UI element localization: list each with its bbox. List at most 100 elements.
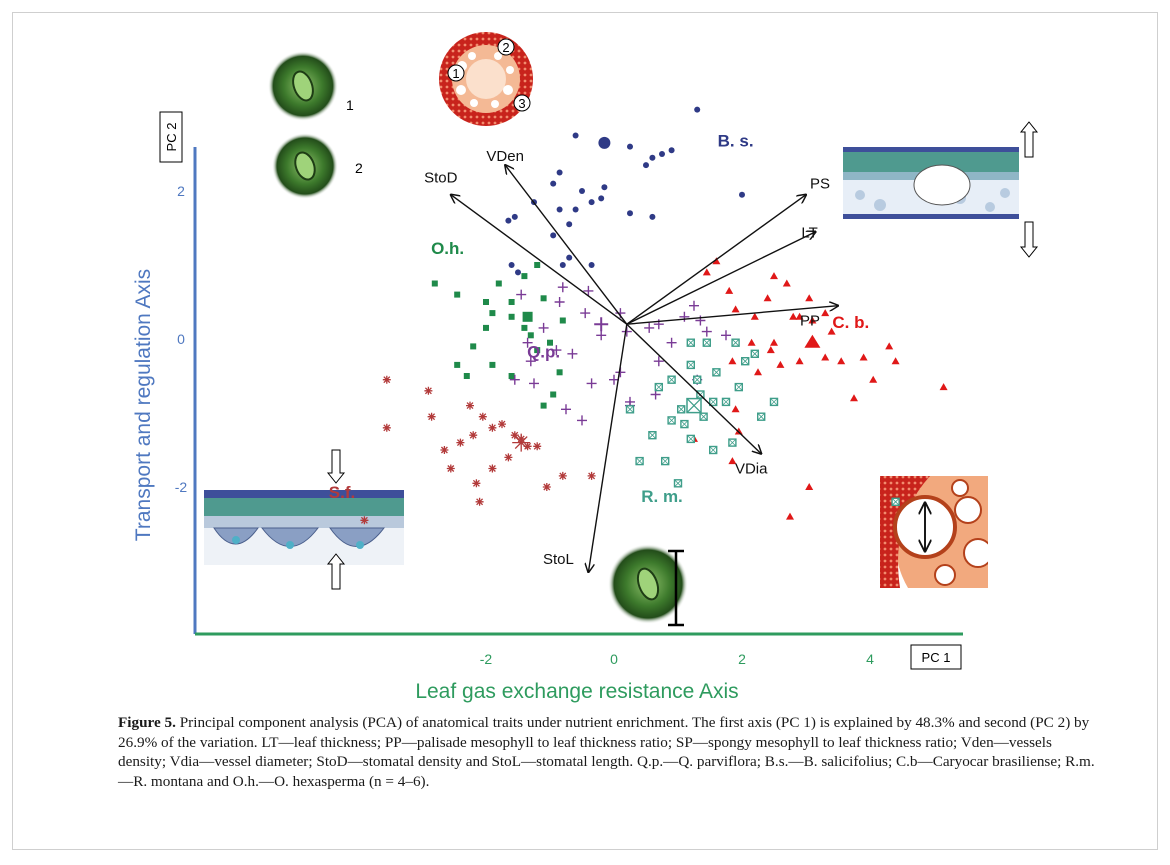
point-c-b (795, 357, 804, 365)
point-q-p (529, 378, 539, 389)
point-c-b (850, 394, 858, 402)
expand-up-arrow-icon (1019, 121, 1039, 158)
point-c-b (821, 309, 830, 317)
y-tick-label: 2 (177, 183, 185, 199)
point-c-b (859, 353, 868, 361)
point-r-m (709, 445, 718, 455)
caption-label: Figure 5. (118, 714, 176, 731)
point-b-s (627, 210, 633, 217)
stomata-inset-1: 1 (268, 51, 354, 121)
point-s-f (360, 516, 369, 525)
point-q-p (525, 356, 536, 367)
point-o-h (550, 391, 557, 398)
point-q-p (509, 374, 520, 385)
point-c-b (728, 457, 737, 465)
centroid-r-m (686, 397, 702, 414)
point-b-s (559, 262, 566, 268)
point-s-f (488, 423, 497, 432)
point-c-b (939, 383, 948, 391)
point-r-m (693, 375, 702, 384)
point-o-h (508, 299, 515, 305)
x-axis-tag-box (910, 644, 962, 670)
point-o-h (521, 324, 528, 331)
point-c-b (885, 342, 894, 350)
group-label-q-p: Q.p. (527, 343, 560, 362)
x-axis-title: Leaf gas exchange resistance Axis (415, 680, 738, 703)
point-c-b (712, 257, 721, 265)
point-b-s (550, 180, 557, 187)
stem-cross-section-inset: 1 2 3 (439, 32, 533, 126)
loading-arrow-stod (451, 195, 628, 325)
point-b-s (511, 213, 518, 220)
point-b-s (694, 106, 701, 113)
point-s-f (558, 471, 567, 480)
point-s-f (523, 442, 532, 451)
point-q-p (561, 404, 571, 415)
point-c-b (731, 305, 740, 313)
point-c-b (754, 368, 762, 376)
point-s-f (504, 453, 513, 462)
point-r-m (750, 349, 759, 358)
x-tick-label: 4 (866, 651, 874, 667)
point-r-m (686, 434, 695, 444)
loading-label-stod: StoD (424, 170, 458, 187)
point-r-m (625, 405, 635, 414)
point-s-f (475, 497, 484, 506)
point-s-f (498, 420, 506, 429)
point-c-b (770, 272, 778, 280)
point-o-h (483, 324, 489, 331)
loading-label-vdia: VDia (735, 461, 768, 478)
point-b-s (668, 147, 675, 154)
point-b-s (550, 232, 557, 239)
point-o-h (559, 317, 566, 324)
loading-vectors: VDen StoD PS LT PP VDia StoL (424, 148, 838, 572)
stomata-inset-2-label: 2 (355, 160, 363, 176)
point-b-s (649, 154, 656, 161)
point-b-s (588, 199, 595, 206)
figure-caption: Figure 5. Principal component analysis (… (118, 713, 1103, 791)
point-r-m (709, 397, 718, 407)
y-axis-tag: PC 2 (164, 123, 179, 152)
x-axis-tag: PC 1 (922, 650, 951, 665)
group-label-r-m: R. m. (641, 487, 683, 506)
loading-arrow-lt (626, 232, 816, 325)
point-r-m (673, 479, 683, 488)
point-o-h (508, 313, 515, 320)
point-s-f (440, 446, 449, 454)
point-q-p (689, 300, 699, 311)
point-r-m (654, 382, 663, 392)
point-q-p (551, 345, 562, 356)
point-q-p (596, 330, 607, 341)
point-r-m (757, 412, 766, 421)
point-q-p (609, 374, 619, 385)
point-c-b (782, 279, 791, 287)
y-axis-title: Transport and regulation Axis (132, 269, 155, 541)
point-q-p (586, 378, 597, 389)
point-r-m (769, 397, 779, 407)
x-tick-label: -2 (480, 651, 493, 667)
point-r-m (667, 416, 676, 425)
point-q-p (538, 322, 549, 333)
point-c-b (891, 357, 900, 365)
point-o-h (454, 291, 461, 298)
point-b-s (598, 195, 605, 202)
point-o-h (495, 280, 502, 287)
point-s-f (427, 412, 436, 421)
stem-inset-label-2: 2 (502, 40, 509, 55)
stem-inset-label-1: 1 (452, 66, 459, 81)
point-b-s (579, 188, 585, 194)
pca-biplot: PC 2 PC 1 Transport and regulation Axis … (132, 32, 1039, 703)
point-b-s (556, 206, 563, 213)
x-tick-label: 0 (610, 651, 618, 667)
point-c-b (776, 360, 785, 368)
point-r-m (721, 397, 731, 407)
stomata-inset-2: 2 (272, 133, 363, 199)
tick-labels: -2 0 2 4 -2 0 2 (175, 183, 874, 667)
point-r-m (667, 375, 676, 384)
point-c-b (805, 294, 814, 302)
loading-label-stol: StoL (543, 551, 574, 568)
loading-arrow-pp (626, 306, 838, 325)
point-b-s (505, 217, 512, 224)
loading-label-ps: PS (810, 176, 830, 193)
point-r-m (731, 338, 740, 347)
